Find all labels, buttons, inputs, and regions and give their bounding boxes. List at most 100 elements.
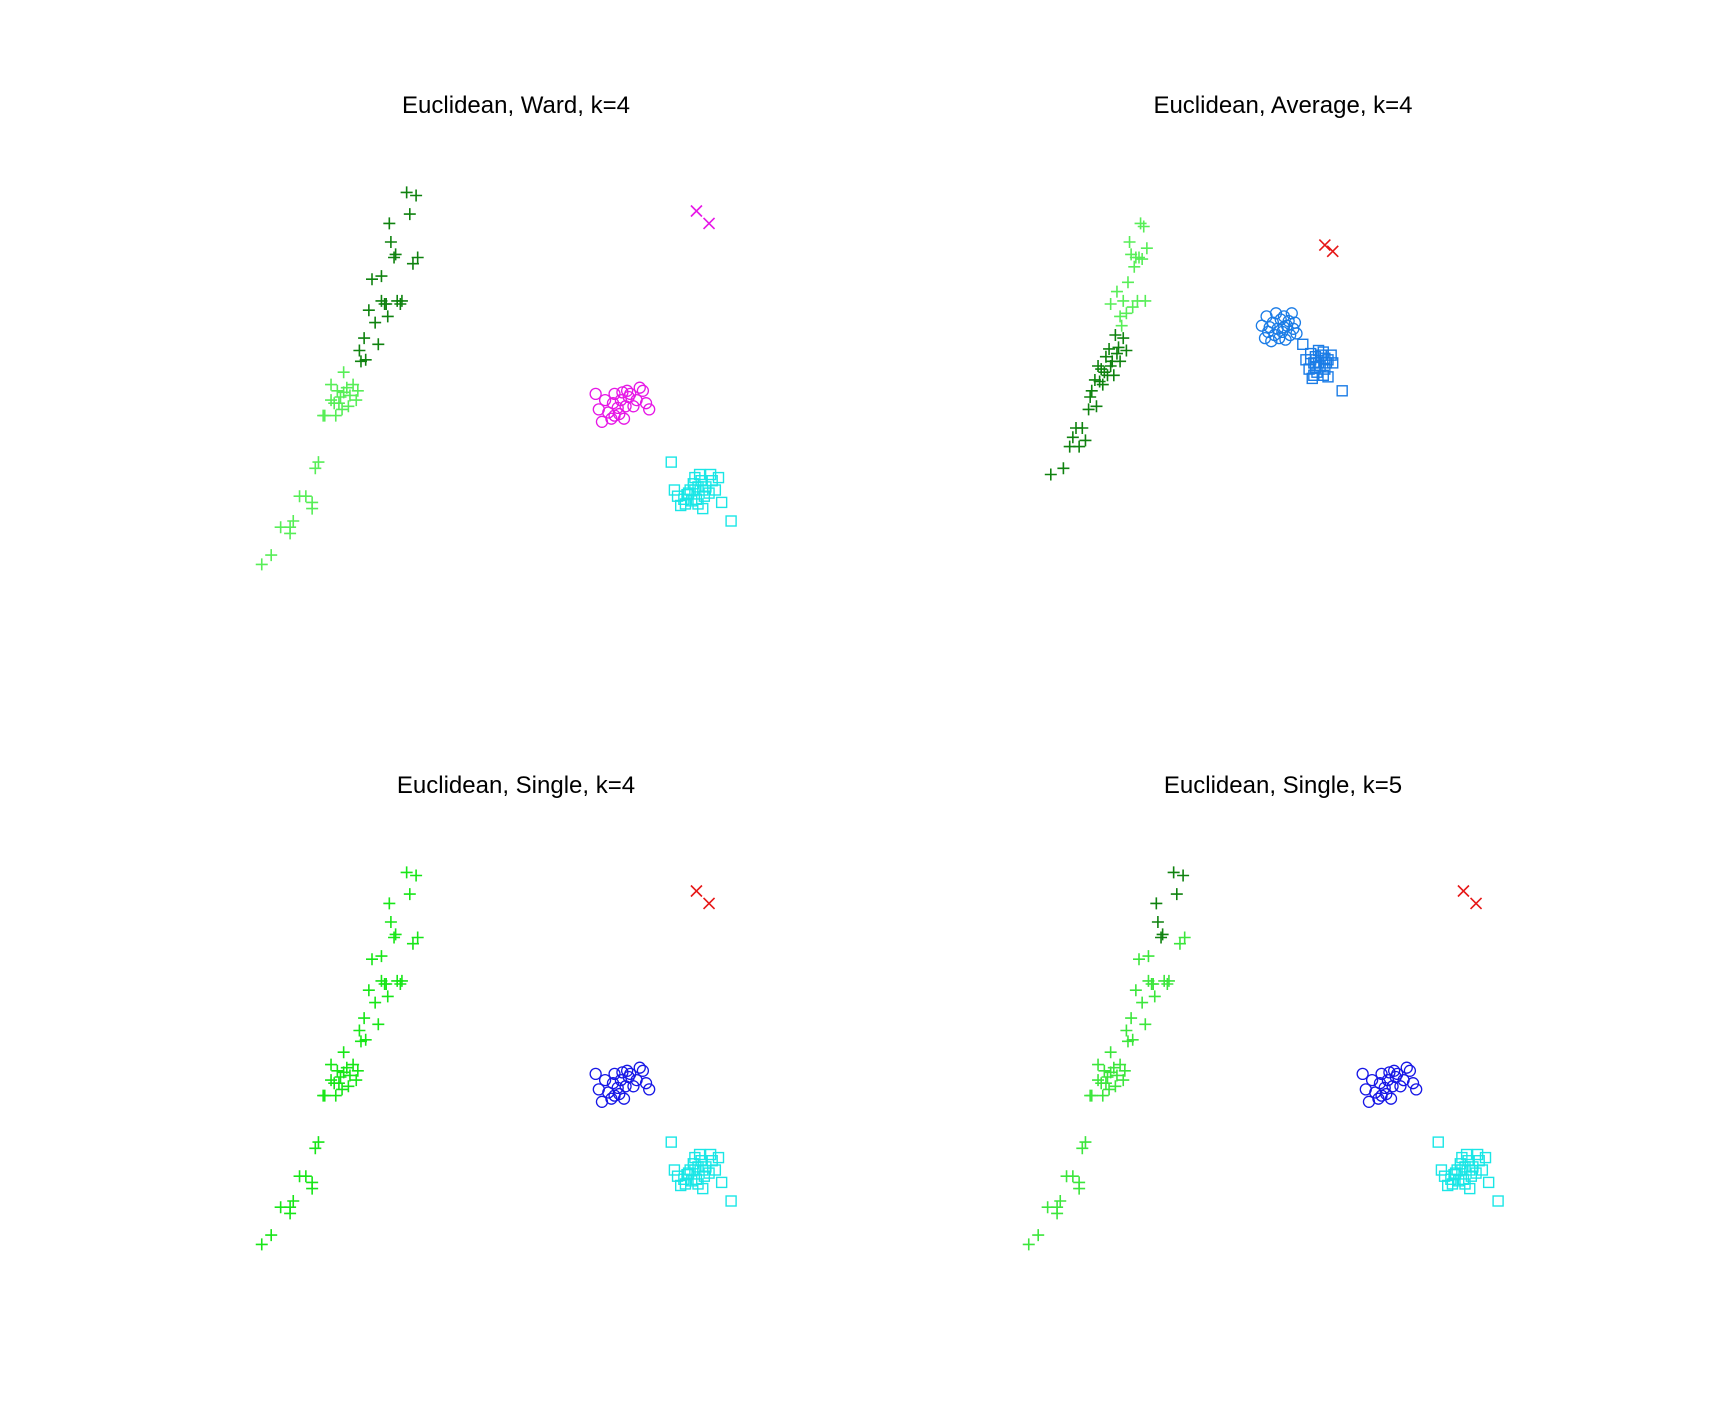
circle-marker <box>611 401 624 415</box>
square-marker <box>686 495 698 507</box>
circle-marker <box>606 1077 620 1090</box>
square-marker <box>703 487 715 499</box>
plus-marker <box>299 490 312 503</box>
plus-marker <box>1092 1058 1105 1071</box>
plus-marker <box>384 916 397 928</box>
square-marker <box>679 498 692 510</box>
plus-marker <box>1156 928 1169 941</box>
plus-marker <box>394 978 407 990</box>
circle-marker <box>636 1064 650 1077</box>
plus-marker <box>309 1142 322 1155</box>
plus-marker <box>1104 298 1117 310</box>
circle-marker <box>598 393 612 407</box>
square-marker <box>709 484 722 496</box>
plus-marker <box>350 1074 363 1087</box>
plus-marker <box>1170 888 1183 901</box>
plus-marker <box>336 403 349 416</box>
circle-marker <box>613 1087 626 1101</box>
square-marker <box>1319 363 1331 375</box>
plus-marker <box>381 990 394 1003</box>
plus-marker <box>331 1064 344 1077</box>
series-plus-markers <box>1150 866 1190 944</box>
plus-marker <box>383 217 396 230</box>
circle-marker <box>627 400 640 413</box>
plus-marker <box>1114 1058 1127 1071</box>
plus-marker <box>1148 990 1161 1003</box>
circle-marker <box>627 1080 640 1093</box>
plus-marker <box>1084 391 1097 403</box>
plus-marker <box>351 384 364 397</box>
circle-marker <box>608 1089 621 1102</box>
circle-marker <box>1375 1067 1388 1081</box>
circle-marker <box>643 1083 656 1096</box>
plus-marker <box>325 394 338 407</box>
plus-marker <box>1134 217 1147 230</box>
x-marker <box>702 217 716 230</box>
plus-marker <box>342 1080 355 1093</box>
square-marker <box>682 487 695 499</box>
plus-marker <box>389 248 402 261</box>
x-marker <box>1469 897 1483 910</box>
circle-marker <box>639 397 653 410</box>
plus-marker <box>1073 1182 1086 1195</box>
plus-marker <box>411 251 424 264</box>
square-marker <box>1471 1148 1484 1161</box>
square-marker <box>693 468 706 481</box>
panel-title: Euclidean, Average, k=4 <box>1153 92 1412 119</box>
plus-marker <box>306 502 319 515</box>
circle-marker <box>608 1067 621 1081</box>
plus-marker <box>1109 1080 1122 1093</box>
plus-marker <box>1032 1229 1045 1242</box>
plus-marker <box>343 1069 356 1082</box>
plus-marker <box>380 298 393 310</box>
square-marker <box>704 1148 717 1161</box>
plus-marker <box>369 316 382 329</box>
square-marker <box>1308 369 1320 381</box>
square-marker <box>1435 1164 1448 1176</box>
circle-marker <box>616 386 629 399</box>
plus-marker <box>340 381 353 394</box>
circle-marker <box>1378 1081 1391 1094</box>
plus-marker <box>358 332 371 345</box>
plus-marker <box>299 1170 312 1183</box>
plus-marker <box>265 1229 278 1242</box>
circle-marker <box>639 1077 653 1090</box>
circle-marker <box>624 1067 637 1081</box>
plus-marker <box>340 1061 353 1074</box>
plus-marker <box>1114 355 1127 368</box>
plus-marker <box>287 1195 300 1207</box>
plus-marker <box>1178 931 1191 944</box>
plus-marker <box>1136 253 1149 266</box>
plus-marker <box>388 931 401 944</box>
square-marker <box>725 515 737 527</box>
plus-marker <box>1093 375 1106 388</box>
plus-marker <box>1125 1012 1138 1025</box>
circle-marker <box>613 407 626 421</box>
x-marker <box>1457 884 1470 898</box>
plus-marker <box>1076 1142 1089 1155</box>
circle-marker <box>1406 1077 1420 1090</box>
square-marker <box>692 1161 704 1173</box>
x-marker <box>1326 245 1339 258</box>
series-x-markers <box>690 204 716 230</box>
plus-marker <box>347 378 360 391</box>
plus-marker <box>1173 937 1186 950</box>
series-x-markers <box>1318 239 1339 258</box>
square-marker <box>679 1178 692 1190</box>
square-marker <box>1304 354 1317 366</box>
square-marker <box>697 502 709 515</box>
x-marker <box>690 204 703 218</box>
plus-marker <box>1066 431 1079 444</box>
series-square-markers <box>1432 1136 1504 1207</box>
series-x-markers <box>690 884 716 910</box>
plus-marker <box>1133 953 1145 966</box>
plus-marker <box>1054 1195 1067 1207</box>
plus-marker <box>1120 344 1133 357</box>
circle-marker <box>611 1081 624 1094</box>
plus-marker <box>265 549 278 562</box>
series-square-markers <box>665 1136 737 1207</box>
circle-marker <box>624 387 637 401</box>
circle-marker <box>1265 335 1278 348</box>
plus-marker <box>1044 468 1057 481</box>
plus-marker <box>410 869 423 882</box>
